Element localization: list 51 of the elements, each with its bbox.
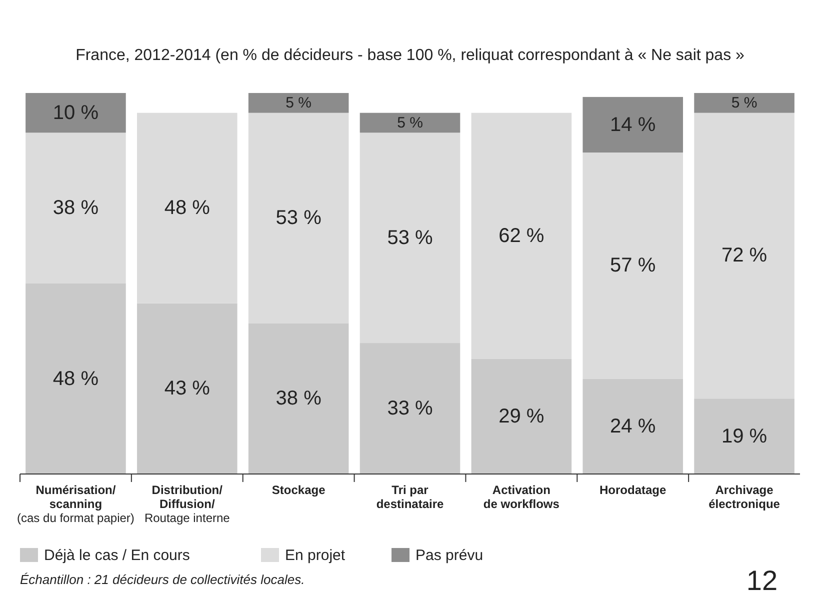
bar: [582, 378, 683, 474]
data-label: 10 %: [52, 102, 99, 124]
data-label: 53 %: [387, 226, 434, 249]
bar: [360, 343, 460, 474]
bar: [694, 398, 794, 474]
text: Échantillon : 21 décideurs de collectivités locales.: [20, 572, 305, 587]
chart-title: France, 2012-2014 (en % de décideurs - base 100 %, reliquat correspondant à « Ne sait pas »: [76, 47, 745, 64]
data-label: 43 %: [164, 378, 210, 400]
bar: [26, 132, 126, 284]
data-label: 72 %: [721, 244, 768, 267]
bar: [694, 112, 794, 399]
bar: [137, 303, 238, 474]
bar: [137, 112, 238, 304]
bar: [248, 112, 349, 324]
data-label: 48 %: [164, 197, 210, 220]
data-label: 62 %: [498, 224, 544, 247]
bar: [582, 152, 683, 379]
data-label: 5 %: [397, 114, 423, 132]
data-label: 29 %: [498, 405, 544, 428]
bar: [694, 93, 794, 113]
data-label: 14 %: [610, 114, 656, 136]
x-tick-label: Horodatage: [600, 483, 667, 497]
x-tick-label: Archivage électronique: [708, 483, 780, 511]
legend-label: Pas prévu: [416, 547, 484, 564]
bar: [248, 323, 349, 474]
data-label: 5 %: [731, 94, 758, 112]
x-tick-label: Tri par destinataire: [376, 483, 444, 511]
bar: [471, 112, 572, 359]
x-tick-label: Activation de workflows: [483, 483, 560, 511]
bar: [26, 93, 126, 133]
data-label: 24 %: [610, 415, 656, 438]
legend-label: En projet: [285, 547, 346, 564]
x-tick-label: Numérisation/ scanning (cas du format papier): [17, 483, 134, 525]
data-label: 33 %: [387, 398, 434, 420]
bar: [360, 132, 460, 344]
data-label: 53 %: [276, 207, 322, 230]
data-label: 38 %: [52, 197, 99, 220]
bar: [471, 358, 572, 474]
data-label: 5 %: [286, 94, 312, 112]
data-label: 57 %: [610, 254, 656, 277]
bar: [360, 112, 460, 133]
bar: [248, 93, 349, 113]
bar: [26, 284, 126, 474]
data-label: 19 %: [721, 425, 768, 448]
data-label: 48 %: [52, 368, 99, 390]
data-label: 38 %: [276, 388, 322, 410]
x-tick-label: Stockage: [272, 483, 326, 497]
text: 12: [746, 565, 778, 596]
x-tick-label: Distribution/ Diffusion/ Routage interne: [144, 483, 230, 525]
bar: [582, 96, 683, 153]
legend-label: Déjà le cas / En cours: [44, 547, 190, 564]
